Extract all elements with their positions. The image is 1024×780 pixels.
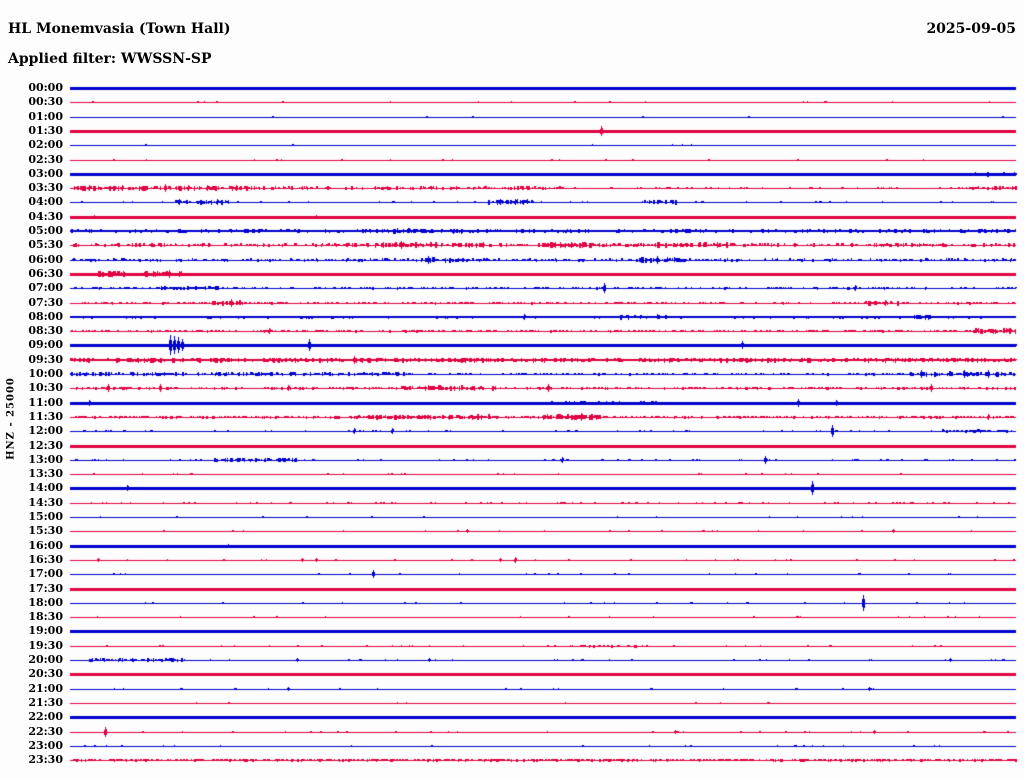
helicorder-page: HL Monemvasia (Town Hall) 2025-09-05 App… bbox=[0, 0, 1024, 780]
seismogram-plot-canvas bbox=[0, 0, 1024, 780]
